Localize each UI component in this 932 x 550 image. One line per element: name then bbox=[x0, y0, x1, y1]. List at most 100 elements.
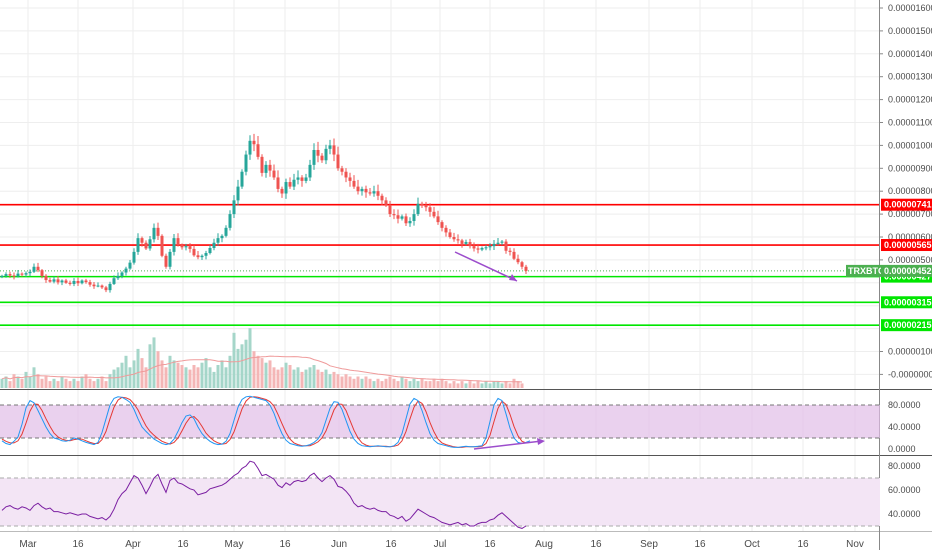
rsi-pane[interactable] bbox=[0, 460, 880, 529]
volume-bar bbox=[400, 376, 404, 388]
volume-bar bbox=[104, 381, 108, 388]
price-axis-tick-label: 0.00000100 bbox=[888, 347, 932, 357]
candle-body bbox=[436, 216, 440, 223]
support-price-tag-label: 0.00000315 bbox=[884, 297, 932, 307]
candle-body bbox=[160, 235, 164, 256]
volume-bar bbox=[236, 348, 240, 388]
volume-bar bbox=[64, 378, 68, 388]
candle-body bbox=[272, 170, 276, 178]
volume-bar bbox=[300, 371, 304, 388]
stochastic-pane[interactable] bbox=[0, 395, 880, 450]
volume-bar bbox=[180, 365, 184, 388]
candle-body bbox=[440, 222, 444, 228]
candle-body bbox=[192, 248, 196, 256]
volume-bar bbox=[440, 378, 444, 388]
date-axis-tick-label: Sep bbox=[640, 539, 658, 550]
volume-bar bbox=[420, 378, 424, 388]
candle-body bbox=[120, 272, 124, 276]
volume-bar bbox=[184, 367, 188, 388]
volume-bar bbox=[124, 355, 128, 388]
volume-bar bbox=[368, 378, 372, 388]
candle-body bbox=[468, 242, 472, 247]
date-axis[interactable]: Mar 16 Apr 16 May 16 Jun 16 Jul 16 Aug 16 Sep 16 Oct 16… bbox=[19, 539, 864, 550]
candle-body bbox=[508, 250, 512, 252]
candle-body bbox=[256, 144, 260, 157]
price-axis-tick-label: 0.00001400 bbox=[888, 49, 932, 59]
candle-body bbox=[396, 215, 400, 219]
grid bbox=[0, 0, 879, 531]
date-axis-tick-label: Jun bbox=[331, 539, 347, 550]
candle-body bbox=[176, 238, 180, 246]
candle-body bbox=[240, 171, 244, 187]
volume-bar bbox=[92, 381, 96, 388]
price-axis-tick-label: 0.00001300 bbox=[888, 72, 932, 82]
stochastic-axis[interactable]: 80.0000 40.0000 0.0000 bbox=[888, 400, 921, 454]
volume-bar bbox=[68, 381, 72, 388]
candle-body bbox=[472, 246, 476, 249]
candle-body bbox=[0, 275, 4, 277]
candle-body bbox=[516, 258, 520, 263]
rsi-axis-tick-label: 60.0000 bbox=[888, 485, 921, 495]
symbol-tag bbox=[846, 264, 881, 277]
candle-body bbox=[16, 273, 20, 277]
support-price-tag-label: 0.00000215 bbox=[884, 320, 932, 330]
price-pane[interactable] bbox=[0, 133, 879, 388]
volume-bar bbox=[24, 371, 28, 388]
rsi-band bbox=[0, 478, 880, 526]
volume-bar bbox=[416, 381, 420, 388]
candle-body bbox=[376, 191, 380, 196]
candle-body bbox=[204, 253, 208, 256]
date-axis-tick-label: 16 bbox=[72, 539, 84, 550]
candle-body bbox=[196, 255, 200, 258]
volume-bar bbox=[204, 358, 208, 388]
volume-bar bbox=[168, 355, 172, 388]
candle-body bbox=[36, 266, 40, 271]
volume-bar bbox=[484, 381, 488, 388]
candle-body bbox=[156, 227, 160, 236]
volume-bar bbox=[316, 369, 320, 388]
candle-body bbox=[228, 214, 232, 228]
candle-body bbox=[284, 182, 288, 194]
volume-bar bbox=[88, 378, 92, 388]
volume-bar bbox=[36, 374, 40, 388]
date-axis-tick-label: May bbox=[225, 539, 244, 550]
volume-bar bbox=[508, 383, 512, 388]
candle-body bbox=[100, 285, 104, 288]
volume-bar bbox=[444, 381, 448, 388]
price-axis-tick-label: 0.00000800 bbox=[888, 186, 932, 196]
candle-body bbox=[384, 200, 388, 205]
volume-bar bbox=[408, 381, 412, 388]
volume-bar bbox=[28, 376, 32, 388]
volume-bar bbox=[16, 376, 20, 388]
candle-body bbox=[108, 283, 112, 291]
price-axis[interactable]: 0.00001600 0.00001500 0.00001400 0.00001300… bbox=[879, 3, 932, 379]
price-axis-tick-label: 0.00001600 bbox=[888, 3, 932, 13]
candle-body bbox=[312, 149, 316, 165]
candle-body bbox=[336, 154, 340, 169]
rsi-line bbox=[1, 460, 527, 529]
resistance-price-tag bbox=[881, 198, 932, 211]
candle-body bbox=[308, 164, 312, 178]
candle-body bbox=[132, 251, 136, 263]
volume-bar bbox=[480, 383, 484, 388]
price-axis-tick-label: 0.00000600 bbox=[888, 232, 932, 242]
date-axis-tick-label: Nov bbox=[846, 539, 864, 550]
volume-bar bbox=[500, 383, 504, 388]
volume-bars bbox=[0, 328, 524, 388]
resistance-price-tag-label: 0.00000741 bbox=[884, 200, 932, 210]
candle-body bbox=[460, 240, 464, 244]
price-axis-tick-label: 0.00000500 bbox=[888, 255, 932, 265]
candle-body bbox=[116, 275, 120, 279]
candle-body bbox=[40, 270, 44, 276]
support-price-tag bbox=[881, 319, 932, 332]
candle-body bbox=[52, 279, 56, 282]
price-axis-tick-label: 0.00001200 bbox=[888, 95, 932, 105]
candle-body bbox=[48, 280, 52, 282]
volume-bar bbox=[72, 378, 76, 388]
price-divergence-arrow bbox=[454, 251, 518, 282]
candle-body bbox=[452, 237, 456, 240]
rsi-axis[interactable]: 80.0000 60.0000 40.0000 bbox=[888, 461, 921, 519]
stochastic-k-line bbox=[1, 395, 531, 448]
